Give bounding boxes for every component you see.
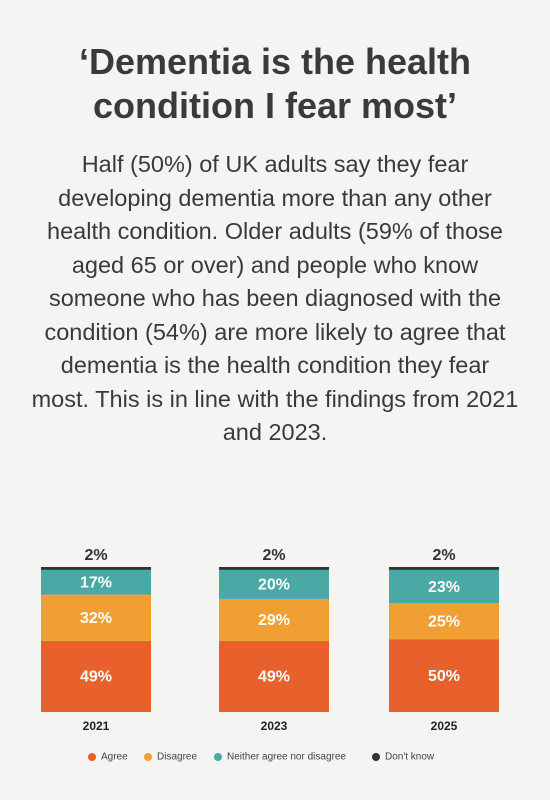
- x-tick-label: 2023: [261, 719, 288, 733]
- legend-swatch: [144, 753, 152, 761]
- value-label: 2%: [84, 547, 107, 564]
- x-tick-label: 2021: [83, 719, 110, 733]
- chart-subtitle: Half (50%) of UK adults say they fear de…: [31, 151, 519, 445]
- value-label: 20%: [258, 577, 290, 594]
- x-tick-label: 2025: [431, 719, 458, 733]
- value-label: 2%: [262, 547, 285, 564]
- value-label: 17%: [80, 574, 112, 591]
- value-label: 23%: [428, 579, 460, 596]
- bar-segment: [41, 594, 151, 641]
- legend-label: Agree: [101, 752, 128, 763]
- bar-segment: [389, 567, 499, 570]
- legend-swatch: [88, 753, 96, 761]
- legend-label: Don't know: [385, 752, 435, 763]
- bar-segment: [389, 639, 499, 712]
- value-label: 32%: [80, 610, 112, 627]
- bar-segment: [219, 640, 329, 712]
- bar-segment: [41, 567, 151, 570]
- bar-segment: [219, 598, 329, 641]
- bar-segment: [41, 640, 151, 712]
- value-label: 49%: [258, 669, 290, 686]
- bar-segment: [389, 603, 499, 640]
- value-label: 25%: [428, 614, 460, 631]
- legend-swatch: [214, 753, 222, 761]
- value-label: 49%: [80, 669, 112, 686]
- legend-label: Disagree: [157, 752, 197, 763]
- value-label: 2%: [432, 547, 455, 564]
- chart-title: ‘Dementia is the health condition I fear…: [78, 41, 472, 126]
- value-label: 50%: [428, 668, 460, 685]
- legend-label: Neither agree nor disagree: [227, 752, 346, 763]
- bar-segment: [219, 569, 329, 599]
- bar-segment: [41, 569, 151, 595]
- bar-segment: [389, 569, 499, 604]
- legend-swatch: [372, 753, 380, 761]
- value-label: 29%: [258, 612, 290, 629]
- bar-segment: [219, 567, 329, 570]
